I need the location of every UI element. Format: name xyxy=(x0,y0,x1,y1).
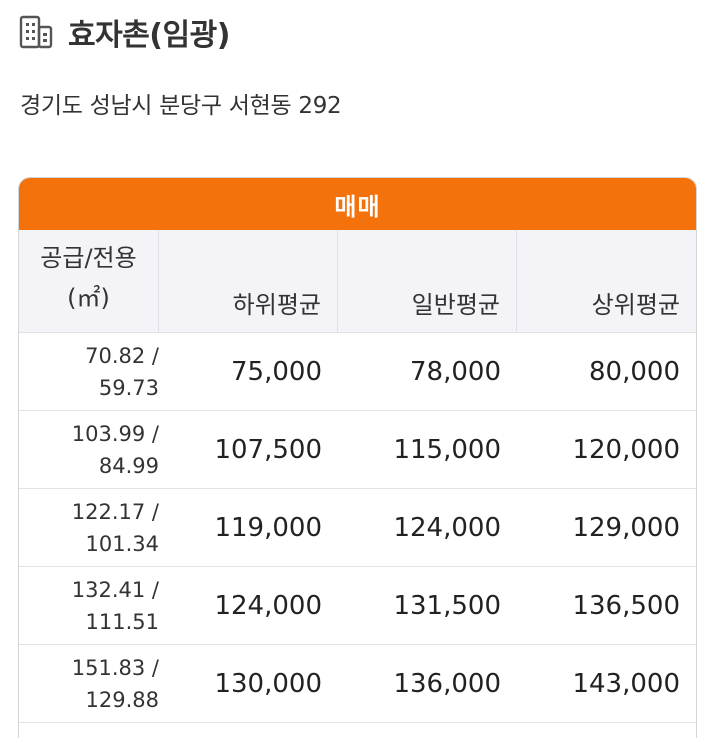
area-cell: 70.82 / 59.73 xyxy=(19,333,159,410)
supply-area: 103.99 / xyxy=(71,421,159,446)
table-row: 103.99 / 84.99 107,500 115,000 120,000 xyxy=(19,411,696,489)
exclusive-area: 101.34 xyxy=(85,531,159,556)
low-price-cell: 124,000 xyxy=(214,590,322,621)
column-header-area: 공급/전용 (㎡) xyxy=(19,230,159,332)
high-price-cell: 136,500 xyxy=(572,590,680,621)
exclusive-area: 129.88 xyxy=(85,687,159,712)
high-price-cell: 129,000 xyxy=(572,512,680,543)
low-price-cell: 107,500 xyxy=(214,434,322,465)
column-header-high: 상위평균 xyxy=(591,291,680,319)
table-section-header: 매매 xyxy=(19,178,696,230)
avg-price-cell: 115,000 xyxy=(393,434,501,465)
high-price-cell: 143,000 xyxy=(572,668,680,699)
table-column-headers: 공급/전용 (㎡) 하위평균 일반평균 상위평균 xyxy=(19,230,696,333)
exclusive-area: 59.73 xyxy=(98,375,159,400)
price-table: 매매 공급/전용 (㎡) 하위평균 일반평균 상위평균 70.82 / 59.7… xyxy=(18,177,697,738)
title-row: 효자촌(임광) xyxy=(18,8,230,56)
supply-area: 151.83 / xyxy=(71,655,159,680)
area-cell: 132.41 / 111.51 xyxy=(19,567,159,644)
page-title: 효자촌(임광) xyxy=(68,18,230,53)
column-header-avg: 일반평균 xyxy=(338,230,517,332)
column-header-low: 하위평균 xyxy=(159,230,338,332)
high-price-cell: 80,000 xyxy=(589,356,680,387)
supply-area: 132.41 / xyxy=(71,577,159,602)
exclusive-area: 111.51 xyxy=(85,609,159,634)
area-cell: 103.99 / 84.99 xyxy=(19,411,159,488)
supply-area: 70.82 / xyxy=(85,343,159,368)
address: 경기도 성남시 분당구 서현동 292 xyxy=(20,93,342,119)
exclusive-area: 84.99 xyxy=(98,453,159,478)
low-price-cell: 75,000 xyxy=(231,356,322,387)
area-header-label: 공급/전용 xyxy=(40,244,137,272)
area-header-unit: (㎡) xyxy=(67,284,110,312)
avg-price-cell: 131,500 xyxy=(393,590,501,621)
low-price-cell: 130,000 xyxy=(214,668,322,699)
table-row: 70.82 / 59.73 75,000 78,000 80,000 xyxy=(19,333,696,411)
table-row: 122.17 / 101.34 119,000 124,000 129,000 xyxy=(19,489,696,567)
avg-price-cell: 78,000 xyxy=(410,356,501,387)
building-icon xyxy=(18,13,56,51)
avg-price-cell: 124,000 xyxy=(393,512,501,543)
area-cell: 151.83 / 129.88 xyxy=(19,645,159,722)
table-row: 132.41 / 111.51 124,000 131,500 136,500 xyxy=(19,567,696,645)
high-price-cell: 120,000 xyxy=(572,434,680,465)
supply-area: 122.17 / xyxy=(71,499,159,524)
table-row: 151.83 / 129.88 130,000 136,000 143,000 xyxy=(19,645,696,723)
area-cell: 122.17 / 101.34 xyxy=(19,489,159,566)
avg-price-cell: 136,000 xyxy=(393,668,501,699)
low-price-cell: 119,000 xyxy=(214,512,322,543)
